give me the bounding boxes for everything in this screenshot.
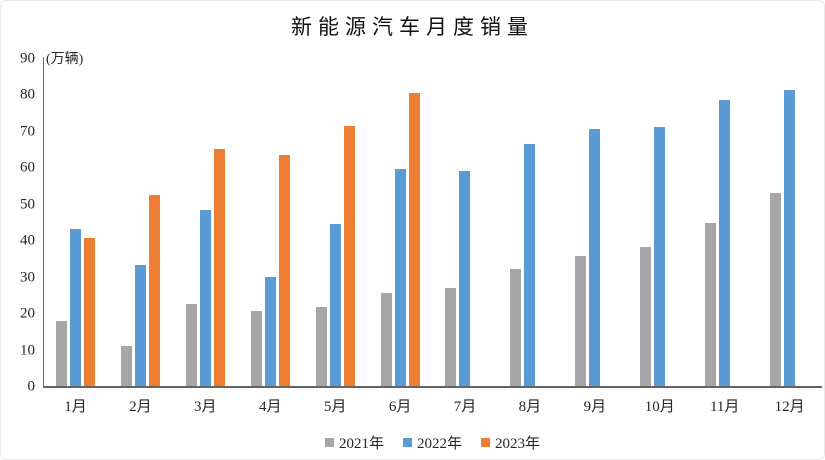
bar xyxy=(185,303,197,386)
x-tick-label: 2月 xyxy=(129,399,152,415)
chart-title: 新能源汽车月度销量 xyxy=(291,15,534,39)
bar xyxy=(394,169,406,386)
bar-group xyxy=(627,59,692,386)
legend-item: 2023年 xyxy=(481,432,540,453)
bar xyxy=(575,256,587,386)
bar xyxy=(69,229,81,386)
legend-label: 2022年 xyxy=(416,436,462,452)
bar xyxy=(445,287,457,386)
legend-swatch-icon xyxy=(481,438,490,447)
x-tick-label: 10月 xyxy=(644,399,675,415)
bar xyxy=(784,90,796,386)
y-axis-tick-labels: 0 10 20 30 40 50 60 70 80 90 xyxy=(1,51,35,395)
x-axis-tick-labels: 1月 2月 3月 4月 5月 6月 7月 8月 9月 10月 11月 12月 xyxy=(43,395,822,416)
bar xyxy=(315,307,327,386)
bar xyxy=(199,210,211,386)
x-tick-label: 3月 xyxy=(194,399,217,415)
bar-group xyxy=(108,59,173,386)
bar-group xyxy=(757,59,822,386)
y-tick-label: 80 xyxy=(20,86,35,103)
x-tick-label: 5月 xyxy=(323,399,347,415)
bar xyxy=(719,100,731,386)
bar xyxy=(459,170,471,386)
x-tick-label: 11月 xyxy=(709,399,740,415)
bar xyxy=(83,237,95,386)
bar xyxy=(408,93,420,386)
bar xyxy=(329,223,341,386)
y-tick-label: 90 xyxy=(20,50,35,67)
bar-group xyxy=(562,59,627,386)
bar xyxy=(654,126,666,386)
x-tick-label: 4月 xyxy=(258,399,282,415)
bar xyxy=(120,346,132,386)
plot-area xyxy=(43,59,822,386)
y-tick-label: 0 xyxy=(27,378,36,395)
bar xyxy=(278,154,290,386)
bar-group xyxy=(368,59,433,386)
y-axis-unit-label: (万辆) xyxy=(46,52,84,67)
x-tick-label: 12月 xyxy=(774,399,805,415)
bar xyxy=(264,277,276,386)
y-tick-label: 20 xyxy=(20,305,35,322)
bar xyxy=(213,148,225,386)
bar xyxy=(250,311,262,386)
legend: 2021年 2022年 2023年 xyxy=(43,432,822,453)
bar xyxy=(55,320,67,386)
y-tick-label: 40 xyxy=(20,232,35,249)
x-tick-label: 7月 xyxy=(453,399,477,415)
x-tick-label: 8月 xyxy=(518,399,542,415)
bar xyxy=(705,222,717,386)
bar xyxy=(343,125,355,386)
bar xyxy=(380,293,392,386)
y-axis-line xyxy=(43,57,44,387)
bar-group xyxy=(692,59,757,386)
bar-group xyxy=(303,59,368,386)
legend-item: 2022年 xyxy=(402,432,462,453)
legend-swatch-icon xyxy=(324,438,334,447)
bar-group xyxy=(173,59,238,386)
bar xyxy=(640,246,652,386)
y-tick-label: 70 xyxy=(20,123,35,140)
bar xyxy=(134,264,146,386)
legend-label: 2021年 xyxy=(338,436,384,452)
legend-item: 2021年 xyxy=(324,432,384,453)
bar-group xyxy=(433,59,498,386)
bar xyxy=(148,195,160,386)
bar-group xyxy=(497,59,562,386)
x-tick-label: 1月 xyxy=(64,399,87,415)
y-tick-label: 60 xyxy=(20,159,35,176)
y-tick-label: 10 xyxy=(20,342,35,359)
y-tick-label: 50 xyxy=(20,196,35,213)
bar xyxy=(510,269,522,386)
bar xyxy=(770,193,782,386)
legend-swatch-icon xyxy=(402,438,412,447)
bar xyxy=(589,128,601,386)
bar-group xyxy=(238,59,303,386)
legend-label: 2023年 xyxy=(495,436,541,452)
bar xyxy=(524,144,536,386)
bar-group xyxy=(43,59,108,386)
x-axis-line xyxy=(43,386,822,388)
x-tick-label: 6月 xyxy=(388,399,412,415)
y-tick-label: 30 xyxy=(20,269,35,286)
x-tick-label: 9月 xyxy=(583,399,607,415)
